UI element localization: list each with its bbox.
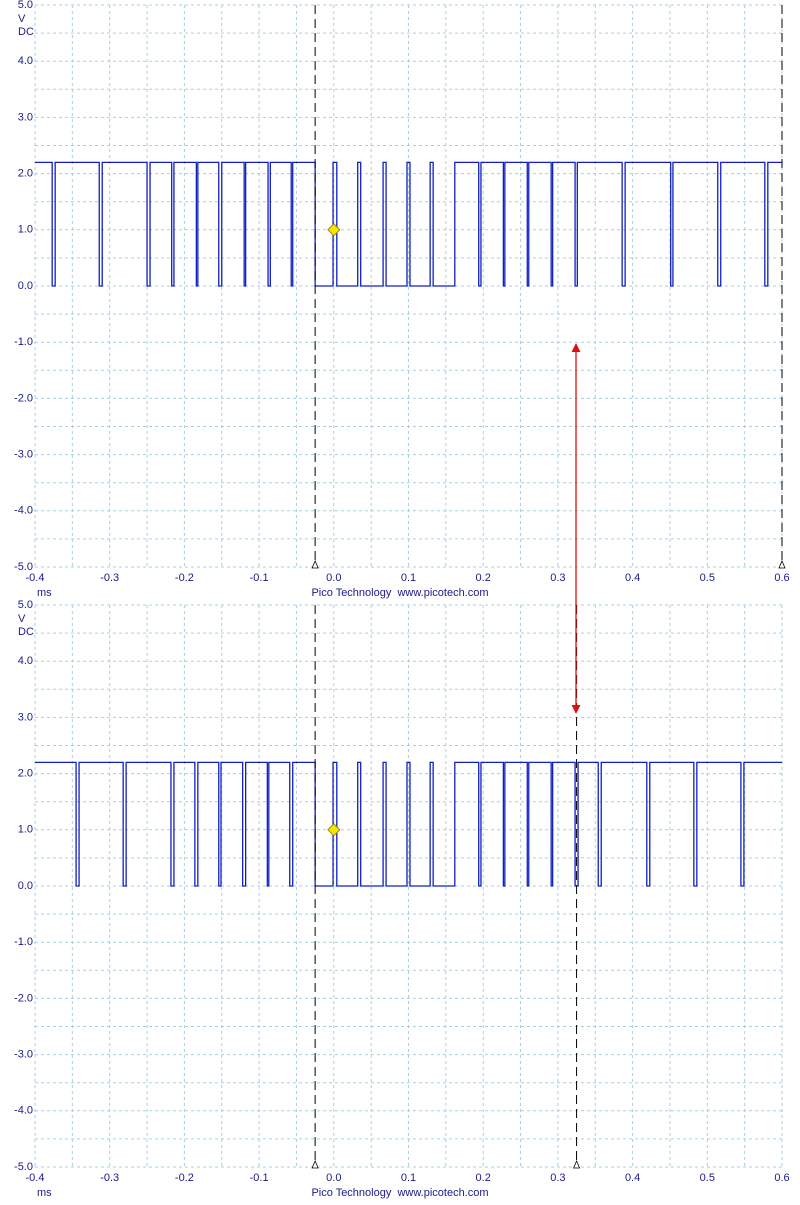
- y-tick-label: -5.0: [14, 1161, 33, 1173]
- x-axis-label: ms: [37, 1187, 52, 1199]
- x-tick-label: 0.3: [550, 572, 565, 584]
- y-tick-label: -3.0: [14, 449, 33, 461]
- trigger-marker: [327, 223, 341, 237]
- x-tick-label: 0.6: [774, 1172, 789, 1184]
- y-tick-label: 1.0: [18, 824, 33, 836]
- waveform: [35, 761, 782, 887]
- x-tick-label: 0.0: [326, 1172, 341, 1184]
- y-tick-label: 3.0: [18, 711, 33, 723]
- x-tick-label: 0.4: [625, 1172, 640, 1184]
- y-tick-label: 3.0: [18, 111, 33, 123]
- x-tick-label: -0.1: [250, 572, 269, 584]
- y-tick-label: 4.0: [18, 655, 33, 667]
- x-tick-label: 0.5: [700, 1172, 715, 1184]
- x-tick-label: -0.4: [26, 1172, 45, 1184]
- y-tick-label: 0.0: [18, 880, 33, 892]
- y-tick-label: 5.0: [18, 0, 33, 11]
- cursor-handle: [778, 559, 786, 569]
- y-tick-label: -1.0: [14, 336, 33, 348]
- y-tick-label: 2.0: [18, 768, 33, 780]
- x-tick-label: -0.1: [250, 1172, 269, 1184]
- y-tick-label: 1.0: [18, 224, 33, 236]
- x-tick-label: -0.2: [175, 572, 194, 584]
- x-axis-label: ms: [37, 587, 52, 599]
- x-tick-label: -0.4: [26, 572, 45, 584]
- trigger-marker: [327, 823, 341, 837]
- x-tick-label: -0.2: [175, 1172, 194, 1184]
- cursor-handle: [311, 559, 319, 569]
- x-tick-label: 0.3: [550, 1172, 565, 1184]
- x-tick-label: 0.2: [476, 1172, 491, 1184]
- x-tick-label: 0.6: [774, 572, 789, 584]
- x-tick-label: 0.4: [625, 572, 640, 584]
- y-tick-label: 2.0: [18, 168, 33, 180]
- x-tick-label: -0.3: [100, 572, 119, 584]
- coupling-label: DC: [18, 26, 34, 38]
- y-unit: V: [18, 13, 26, 25]
- footer: Pico Technology www.picotech.com: [311, 1187, 488, 1199]
- y-tick-label: -2.0: [14, 992, 33, 1004]
- coupling-label: DC: [18, 626, 34, 638]
- cursor-handle: [572, 1159, 581, 1169]
- y-tick-label: -4.0: [14, 505, 33, 517]
- y-tick-label: -1.0: [14, 936, 33, 948]
- x-tick-label: 0.0: [326, 572, 341, 584]
- x-tick-label: -0.3: [100, 1172, 119, 1184]
- x-tick-label: 0.2: [476, 572, 491, 584]
- x-tick-label: 0.5: [700, 572, 715, 584]
- y-tick-label: 0.0: [18, 280, 33, 292]
- x-tick-label: 0.1: [401, 572, 416, 584]
- y-tick-label: -3.0: [14, 1049, 33, 1061]
- y-tick-label: -4.0: [14, 1105, 33, 1117]
- y-tick-label: 5.0: [18, 599, 33, 611]
- y-tick-label: -2.0: [14, 392, 33, 404]
- y-tick-label: 4.0: [18, 55, 33, 67]
- x-tick-label: 0.1: [401, 1172, 416, 1184]
- cursor-handle: [311, 1159, 319, 1169]
- footer: Pico Technology www.picotech.com: [311, 587, 488, 599]
- y-unit: V: [18, 613, 26, 625]
- y-tick-label: -5.0: [14, 561, 33, 573]
- waveform: [35, 161, 782, 287]
